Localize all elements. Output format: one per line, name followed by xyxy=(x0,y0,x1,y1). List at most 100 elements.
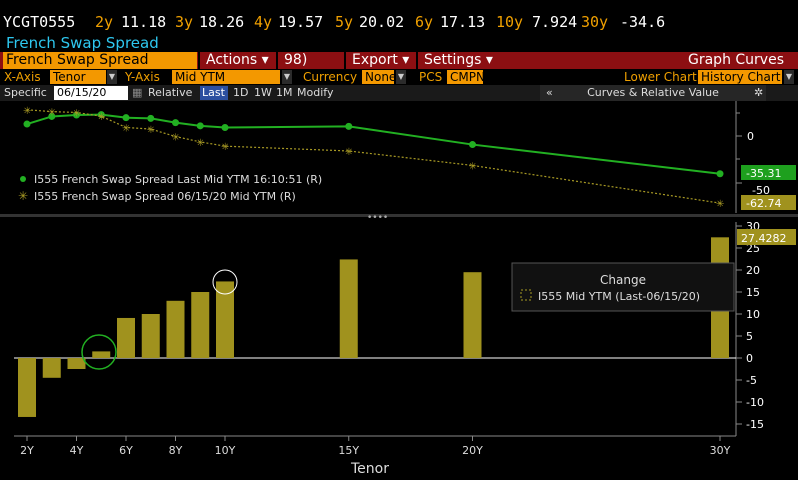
change-panel-entry: I555 Mid YTM (Last-06/15/20) xyxy=(538,290,700,303)
lower-tick-15: 15 xyxy=(746,286,760,299)
last-button[interactable]: Last xyxy=(200,86,228,100)
x-tick-labels: 2Y 4Y 6Y 8Y 10Y 15Y 20Y 30Y xyxy=(20,436,731,457)
x-tick-8Y: 8Y xyxy=(169,444,183,457)
1m-button[interactable]: 1M xyxy=(276,86,293,99)
point-last-3Y xyxy=(48,112,56,120)
date-toolbar: Specific 06/15/20 ▦ Relative Last 1D 1W … xyxy=(0,85,798,101)
xaxis-select[interactable]: Tenor xyxy=(50,70,106,84)
currency-dropdown-icon[interactable]: ▼ xyxy=(396,70,406,84)
change-panel xyxy=(511,262,735,312)
quote-2y-label: 2y xyxy=(95,13,114,31)
x-tick-10Y: 10Y xyxy=(215,444,236,457)
bar-9Y xyxy=(191,292,210,358)
graph-curves-title: Graph Curves xyxy=(688,52,784,68)
point-last-15Y xyxy=(345,122,353,130)
export-menu[interactable]: Export ▾ xyxy=(344,52,416,69)
lower-tick--10: -10 xyxy=(746,396,764,409)
point-last-8Y xyxy=(172,119,179,127)
date-input[interactable]: 06/15/20 xyxy=(54,86,128,100)
series-line-1 xyxy=(26,109,721,204)
yaxis-label: Y-Axis xyxy=(125,70,160,84)
actions-menu[interactable]: Actions ▾ xyxy=(198,52,276,69)
point-prior-10Y: ✳ xyxy=(221,142,229,153)
change-panel-title: Change xyxy=(600,273,646,287)
bar-6Y xyxy=(117,317,135,358)
menu-title[interactable]: French Swap Spread xyxy=(3,52,197,69)
point-prior-30Y: ✳ xyxy=(716,199,724,210)
point-prior-3Y: ✳ xyxy=(48,108,56,119)
point-prior-15Y: ✳ xyxy=(345,147,353,158)
prior-value-badge xyxy=(741,195,796,210)
x-tick-30Y: 30Y xyxy=(710,444,731,457)
point-prior-5Y: ✳ xyxy=(97,112,105,123)
point-prior-9Y: ✳ xyxy=(196,138,204,149)
quote-30y-value: -34.6 xyxy=(620,13,666,31)
x-tick-4Y: 4Y xyxy=(70,444,84,457)
lower-tick-25: 25 xyxy=(746,242,760,255)
yaxis-select[interactable]: Mid YTM xyxy=(172,70,280,84)
prior-value-label: -62.74 xyxy=(746,197,781,210)
point-last-2Y xyxy=(23,120,31,128)
series-line-0 xyxy=(26,113,721,175)
collapse-icon[interactable]: « xyxy=(546,86,553,99)
x-tick-6Y: 6Y xyxy=(119,444,133,457)
lower-tick--5: -5 xyxy=(746,374,757,387)
pcs-label: PCS xyxy=(419,70,443,84)
upper-legend xyxy=(12,166,364,206)
legend-last: I555 French Swap Spread Last Mid YTM 16:… xyxy=(34,173,322,186)
quote-3y-value: 18.26 xyxy=(199,13,245,31)
lower-tick-0: 0 xyxy=(746,352,753,365)
quote-4y-label: 4y xyxy=(254,13,273,31)
settings-menu[interactable]: Settings ▾ xyxy=(416,52,500,69)
lower-chart-dropdown-icon[interactable]: ▼ xyxy=(784,70,794,84)
lower-chart-select[interactable]: History Chart xyxy=(698,70,782,84)
1d-button[interactable]: 1D xyxy=(233,86,249,99)
chart-area: 0 -50 ✳ ✳ ✳ ✳✳ ✳✳ ✳ ✳ ✳✳✳ -35.31 -62.74 I555 Fr… xyxy=(0,101,798,477)
ticker-bar: YCGT0555 2y 11.18 3y 18.26 4y 19.57 5y 2… xyxy=(0,0,798,34)
currency-select[interactable]: None xyxy=(362,70,396,84)
gear-icon[interactable]: ✲ xyxy=(754,86,764,99)
bar-20Y xyxy=(463,272,482,358)
bar-4Y xyxy=(67,358,86,369)
point-prior-6Y: ✳ xyxy=(122,123,130,134)
point-prior-7Y: ✳ xyxy=(147,125,155,136)
bar-8Y xyxy=(166,300,185,358)
yaxis-dropdown-icon[interactable]: ▼ xyxy=(282,70,292,84)
point-last-7Y xyxy=(147,114,155,122)
quote-6y-label: 6y xyxy=(415,13,434,31)
change-panel-swatch xyxy=(520,289,532,301)
last-value-label: -35.31 xyxy=(746,167,781,180)
point-last-9Y xyxy=(196,122,204,130)
modify-button[interactable]: Modify xyxy=(297,86,334,99)
x-tick-2Y: 2Y xyxy=(20,444,34,457)
bar-5Y xyxy=(92,351,111,358)
splitter-handle-icon[interactable]: •••• xyxy=(367,213,388,223)
pcs-field[interactable]: CMPN xyxy=(447,70,485,84)
bar-10Y xyxy=(216,281,234,358)
currency-label: Currency xyxy=(303,70,358,84)
table-button[interactable]: 98) Table xyxy=(276,52,344,85)
x-tick-15Y: 15Y xyxy=(338,444,359,457)
legend-prior: I555 French Swap Spread 06/15/20 Mid YTM… xyxy=(34,190,296,203)
calendar-icon[interactable]: ▦ xyxy=(132,86,143,99)
quote-6y-value: 17.13 xyxy=(440,13,486,31)
xaxis-dropdown-icon[interactable]: ▼ xyxy=(107,70,117,84)
highlight-circle-green xyxy=(81,334,117,370)
legend-prior-marker: ✳ xyxy=(18,189,28,203)
point-prior-8Y: ✳ xyxy=(172,133,180,144)
quote-5y-label: 5y xyxy=(335,13,354,31)
change-value-label: 27.4282 xyxy=(741,232,787,245)
lower-tick-20: 20 xyxy=(746,264,760,277)
axis-settings-bar: X-Axis Tenor ▼ Y-Axis Mid YTM ▼ Currency… xyxy=(0,69,798,85)
chart-splitter[interactable] xyxy=(0,214,798,217)
relative-label[interactable]: Relative xyxy=(148,86,193,99)
bar-2Y xyxy=(18,358,36,417)
curves-panel-header[interactable]: « Curves & Relative Value xyxy=(540,85,766,101)
bar-7Y xyxy=(141,314,160,358)
lower-chart-label: Lower Chart xyxy=(624,70,697,84)
ticker-symbol[interactable]: YCGT0555 xyxy=(3,13,76,31)
1w-button[interactable]: 1W xyxy=(254,86,272,99)
point-prior-4Y: ✳ xyxy=(73,108,81,119)
bar-3Y xyxy=(42,358,61,378)
upper-tick-minus50: -50 xyxy=(752,184,770,197)
